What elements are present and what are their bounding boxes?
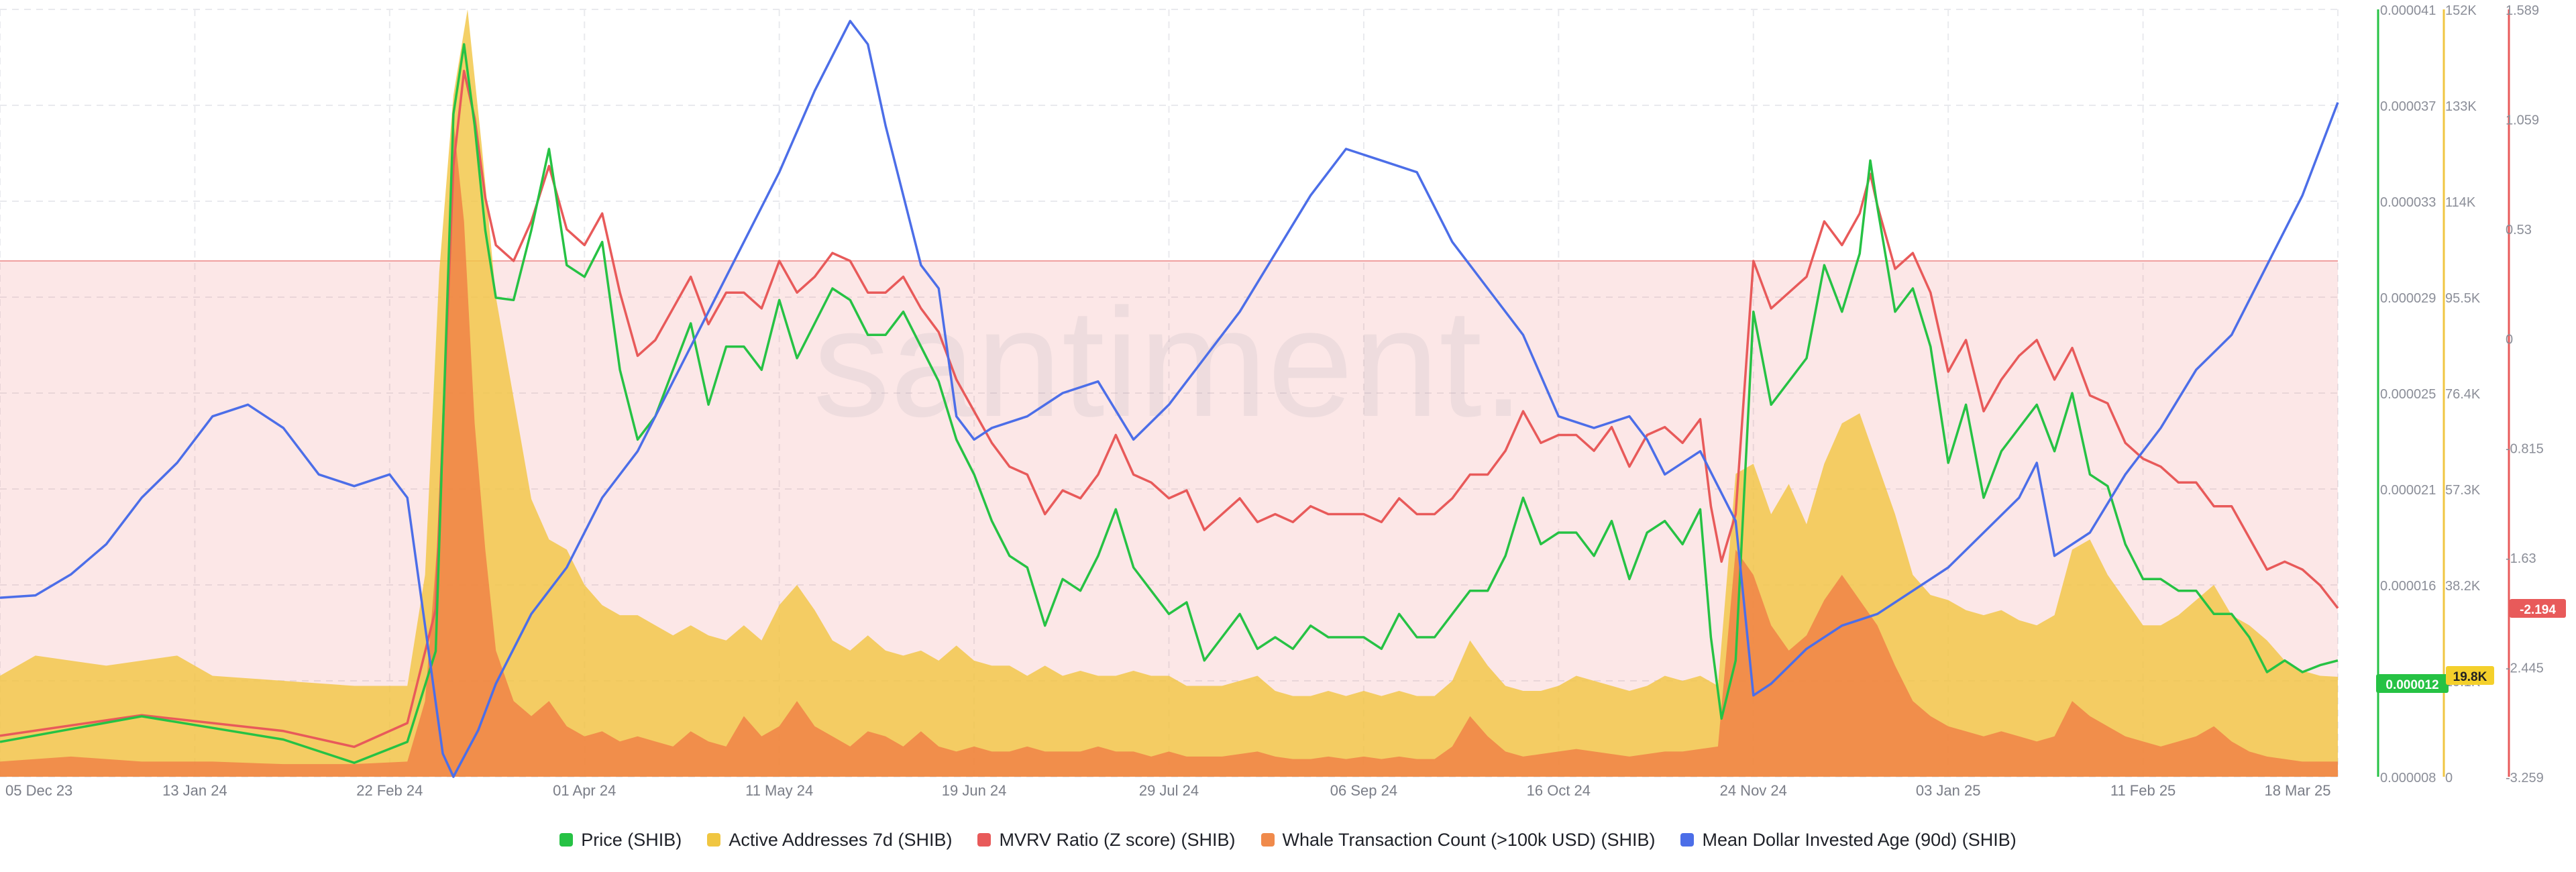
x-tick-label: 06 Sep 24 <box>1330 782 1397 799</box>
axis-tick-label-mvrv: 1.059 <box>2506 113 2539 127</box>
x-tick-label: 11 Feb 25 <box>2110 782 2176 799</box>
legend-item[interactable]: Mean Dollar Invested Age (90d) (SHIB) <box>1680 829 2017 851</box>
axis-tick-label-price: 0.000029 <box>2380 291 2436 306</box>
axis-tick-label-mvrv: 0.53 <box>2506 223 2532 237</box>
legend-label: MVRV Ratio (Z score) (SHIB) <box>999 829 1236 850</box>
axis-tick-label-mvrv: -0.815 <box>2506 442 2544 457</box>
axis-tick-label-price: 0.000008 <box>2380 771 2436 785</box>
x-tick-label: 22 Feb 24 <box>356 782 423 799</box>
axis-tick-label-price: 0.000037 <box>2380 99 2436 114</box>
x-tick-label: 18 Mar 25 <box>2264 782 2330 799</box>
legend: Price (SHIB) Active Addresses 7d (SHIB) MV… <box>0 826 2576 853</box>
legend-swatch <box>1260 833 1275 847</box>
series-line-mean-dollar-invested-age <box>0 19 2339 778</box>
current-mvrv-badge: -2.194 <box>2510 599 2566 618</box>
legend-item[interactable]: Active Addresses 7d (SHIB) <box>707 830 952 851</box>
axis-tick-label-active_addresses: 0 <box>2445 771 2453 785</box>
axis-tick-label-price: 0.000021 <box>2380 483 2436 498</box>
legend-swatch <box>707 833 721 847</box>
legend-item[interactable]: MVRV Ratio (Z score) (SHIB) <box>977 829 1236 851</box>
axis-tick-label-mvrv: -2.445 <box>2506 661 2544 676</box>
current-active-addresses-badge: 19.8K <box>2446 666 2494 685</box>
axis-tick-label-active_addresses: 95.5K <box>2445 291 2481 306</box>
legend-swatch <box>559 833 574 847</box>
current-active-addresses-badge-text: 19.8K <box>2453 670 2487 684</box>
current-mvrv-badge-bg <box>2510 599 2566 618</box>
legend-label: Active Addresses 7d (SHIB) <box>729 829 953 850</box>
legend-label: Price (SHIB) <box>581 829 682 850</box>
watermark: santiment. <box>813 276 1525 449</box>
current-mvrv-badge-text: -2.194 <box>2520 603 2556 617</box>
legend-swatch <box>1680 833 1695 847</box>
current-active-addresses-badge-bg <box>2446 666 2494 685</box>
series-area-whale-transactions <box>0 120 2338 777</box>
axis-tick-label-price: 0.000016 <box>2380 579 2436 594</box>
axis-tick-label-active_addresses: 76.4K <box>2445 387 2481 402</box>
x-tick-label: 19 Jun 24 <box>942 782 1007 799</box>
x-tick-label: 05 Dec 23 <box>5 782 72 799</box>
current-price-badge: 0.000012 <box>2376 674 2449 693</box>
x-tick-label: 29 Jul 24 <box>1139 782 1199 799</box>
legend-item[interactable]: Whale Transaction Count (>100k USD) (SHI… <box>1260 829 1656 851</box>
axis-tick-label-active_addresses: 133K <box>2445 99 2477 114</box>
legend-item[interactable]: Price (SHIB) <box>559 830 682 851</box>
x-tick-label: 13 Jan 24 <box>162 782 227 799</box>
axis-tick-label-mvrv: 0 <box>2506 332 2513 347</box>
axis-tick-label-price: 0.000041 <box>2380 3 2436 18</box>
current-price-badge-bg <box>2376 674 2449 693</box>
x-tick-label: 11 May 24 <box>745 782 813 799</box>
axis-tick-label-active_addresses: 38.2K <box>2445 579 2481 594</box>
axis-tick-label-mvrv: -3.259 <box>2506 771 2544 785</box>
x-tick-label: 16 Oct 24 <box>1527 782 1591 799</box>
legend-label: Whale Transaction Count (>100k USD) (SHI… <box>1282 829 1656 850</box>
axis-tick-label-price: 0.000033 <box>2380 195 2436 210</box>
x-tick-label: 03 Jan 25 <box>1916 782 1981 799</box>
series-line-mvrv <box>0 70 2339 749</box>
axis-tick-label-active_addresses: 152K <box>2445 3 2477 18</box>
legend-swatch <box>977 833 991 847</box>
axis-tick-label-price: 0.000025 <box>2380 387 2436 402</box>
axis-tick-label-mvrv: -1.63 <box>2506 551 2536 566</box>
legend-label: Mean Dollar Invested Age (90d) (SHIB) <box>1702 829 2017 850</box>
axis-tick-label-mvrv: 1.589 <box>2506 3 2539 18</box>
axis-tick-label-active_addresses: 114K <box>2445 195 2476 210</box>
axis-tick-label-active_addresses: 57.3K <box>2445 483 2481 498</box>
x-tick-label: 01 Apr 24 <box>553 782 616 799</box>
x-tick-label: 24 Nov 24 <box>1720 782 1787 799</box>
current-price-badge-text: 0.000012 <box>2385 678 2438 692</box>
series-line-price <box>0 43 2339 764</box>
